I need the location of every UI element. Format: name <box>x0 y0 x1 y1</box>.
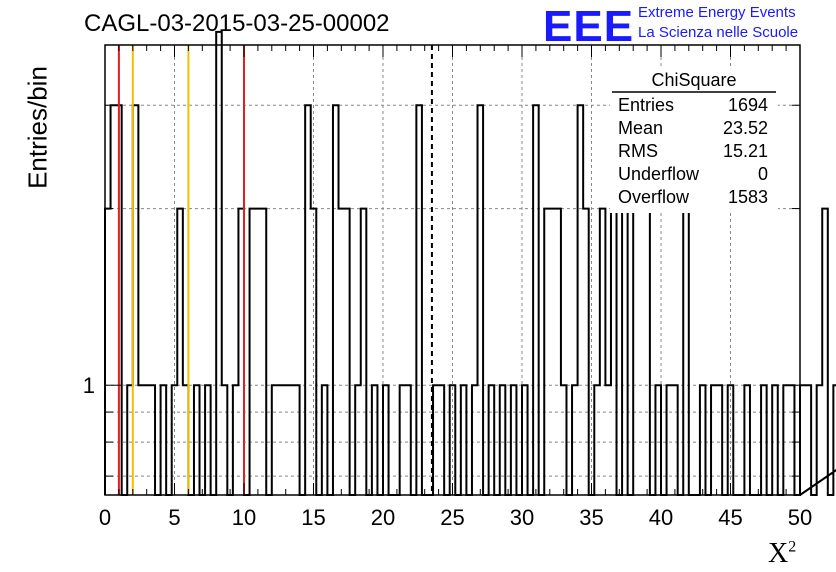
stats-label: Mean <box>618 118 663 138</box>
stats-value: 0 <box>758 164 768 184</box>
x-tick-label: 0 <box>99 505 111 530</box>
x-tick-label: 25 <box>440 505 464 530</box>
x-tick-label: 35 <box>579 505 603 530</box>
stats-value: 1583 <box>728 187 768 207</box>
y-tick-label: 1 <box>83 373 95 398</box>
stats-title: ChiSquare <box>651 70 736 90</box>
stats-label: Overflow <box>618 187 690 207</box>
x-tick-label: 5 <box>168 505 180 530</box>
logo-caption-2: La Scienza nelle Scuole <box>638 24 799 41</box>
stats-value: 23.52 <box>723 118 768 138</box>
logo-caption-1: Extreme Energy Events <box>638 4 796 21</box>
stats-value: 15.21 <box>723 141 768 161</box>
x-tick-label: 50 <box>788 505 812 530</box>
x-tick-label: 20 <box>371 505 395 530</box>
x-tick-label: 40 <box>649 505 673 530</box>
x-axis-label: X2 <box>768 538 796 570</box>
stats-label: Entries <box>618 95 674 115</box>
x-tick-label: 45 <box>718 505 742 530</box>
plot-title: CAGL-03-2015-03-25-00002 <box>84 10 390 37</box>
eee-logo: EEE <box>543 2 635 51</box>
x-tick-label: 15 <box>301 505 325 530</box>
stats-value: 1694 <box>728 95 768 115</box>
x-axis-label-sup: 2 <box>788 538 797 556</box>
x-axis-label-main: X <box>768 538 789 569</box>
stats-label: Underflow <box>618 164 700 184</box>
x-tick-label: 10 <box>232 505 256 530</box>
x-tick-label: 30 <box>510 505 534 530</box>
stats-label: RMS <box>618 141 658 161</box>
